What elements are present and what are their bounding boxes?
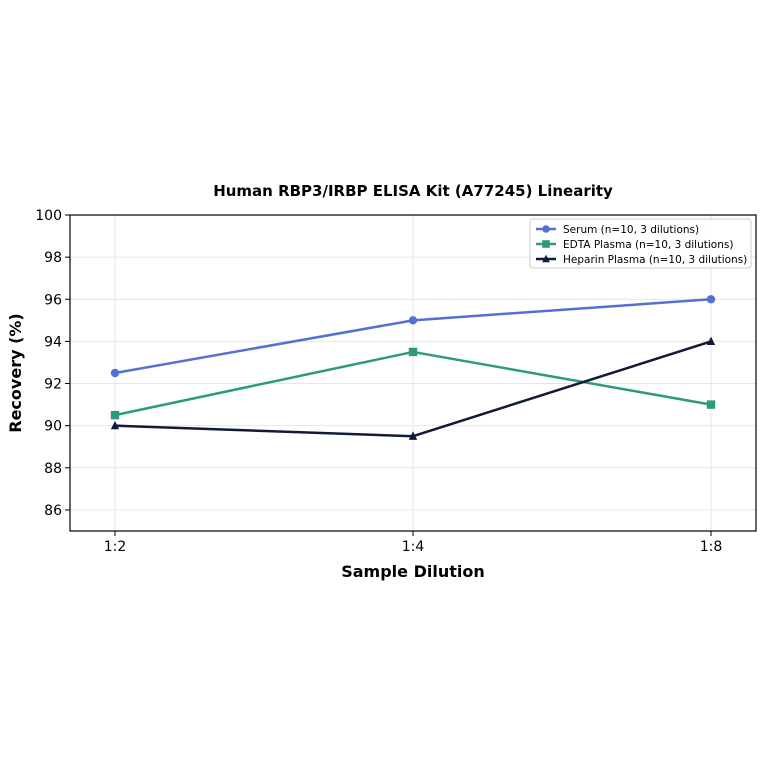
y-tick-label: 94 [44,334,62,350]
y-tick-label: 86 [44,503,62,519]
series-2 [110,347,716,420]
y-tick-label: 88 [44,461,62,477]
data-point-triangle [542,254,550,263]
data-point-square [542,240,550,248]
legend-item: Heparin Plasma (n=10, 3 dilutions) [536,254,747,266]
legend-box [529,218,752,269]
data-point-circle [408,316,418,325]
data-point-circle [110,368,120,378]
x-axis-ticks: 1:2 1:4 1:8 [104,531,723,555]
series-3 [110,336,716,440]
y-axis-label: Recovery (%) [6,313,25,432]
y-tick-label: 96 [44,292,62,308]
x-tick-label: 1:2 [104,539,127,555]
y-tick-label: 90 [44,419,62,435]
data-point-triangle [110,420,120,430]
data-point-circle [542,225,550,233]
legend: Serum (n=10, 3 dilutions) EDTA Plasma (n=… [529,218,752,269]
legend-label: Heparin Plasma (n=10, 3 dilutions) [563,254,747,266]
x-tick-label: 1:8 [700,539,723,555]
legend-label: Serum (n=10, 3 dilutions) [563,224,699,236]
data-point-triangle [706,336,716,346]
chart-title: Human RBP3/IRBP ELISA Kit (A77245) Linea… [213,182,613,200]
series-1 [110,295,716,378]
data-point-square [706,400,716,409]
legend-label: EDTA Plasma (n=10, 3 dilutions) [563,239,733,251]
data-point-square [408,347,418,357]
legend-item: Serum (n=10, 3 dilutions) [536,224,699,236]
data-point-triangle [408,431,418,440]
data-point-circle [706,295,716,304]
y-tick-label: 100 [35,208,62,224]
data-point-square [110,410,120,420]
x-axis-label: Sample Dilution [341,562,485,581]
x-tick-label: 1:4 [402,539,425,555]
series-layer [110,295,716,440]
y-axis-ticks: 86 88 90 92 94 96 98 100 [35,208,70,519]
y-tick-label: 98 [44,250,62,266]
legend-item: EDTA Plasma (n=10, 3 dilutions) [536,239,733,251]
y-tick-label: 92 [44,377,62,393]
